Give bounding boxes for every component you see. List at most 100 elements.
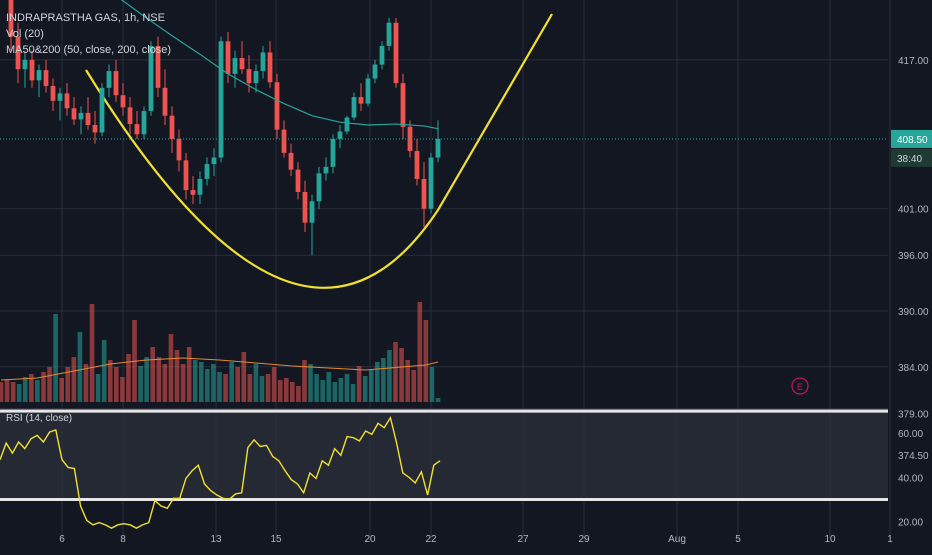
candle-body — [232, 58, 238, 74]
volume-bar — [271, 367, 277, 402]
volume-bar — [259, 376, 265, 402]
candle-body — [120, 95, 126, 108]
candle-body — [225, 41, 231, 74]
candle-body — [260, 52, 266, 72]
candle-body — [204, 164, 210, 179]
volume-bar — [393, 342, 398, 402]
candle-body — [211, 157, 217, 165]
symbol-legend[interactable]: INDRAPRASTHA GAS, 1h, NSE — [6, 12, 165, 24]
volume-bar — [211, 364, 216, 402]
time-axis-label: 1 — [887, 534, 893, 545]
candle-body — [323, 166, 329, 174]
candle-body — [351, 97, 357, 118]
moving-average-legend[interactable]: MA50&200 (50, close, 200, close) — [6, 44, 172, 56]
volume-bar — [59, 378, 64, 402]
candle-body — [274, 82, 280, 130]
volume-bar — [101, 340, 107, 402]
candles — [8, 0, 441, 256]
volume-bar — [65, 367, 71, 402]
time-axis-label: 13 — [210, 534, 222, 545]
candle-body — [71, 108, 77, 120]
cup-curve-drawing — [85, 13, 553, 289]
volume-bar — [192, 360, 198, 402]
candle-body — [43, 70, 49, 86]
time-axis-label: 5 — [735, 534, 741, 545]
volume-bar — [314, 374, 319, 402]
volume-bar — [283, 378, 289, 402]
rsi-legend[interactable]: RSI (14, close) — [6, 413, 73, 424]
volume-bar — [338, 378, 344, 402]
candle-body — [155, 45, 161, 88]
volume-bar — [302, 360, 307, 402]
price-axis-label: 379.00 — [898, 409, 929, 420]
candle-body — [141, 111, 147, 135]
volume-bar — [247, 374, 253, 402]
volume-bars — [0, 302, 441, 402]
candle-body — [8, 0, 14, 37]
time-axis-label: 10 — [824, 534, 836, 545]
volume-bar — [241, 352, 247, 402]
volume-bar — [296, 386, 301, 402]
volume-bar — [144, 357, 149, 402]
price-axis-label: 417.00 — [898, 56, 929, 67]
time-axis-label: 15 — [270, 534, 282, 545]
volume-bar — [198, 362, 204, 402]
candle-body — [50, 85, 56, 101]
volume-bar — [368, 370, 374, 402]
volume-bar — [235, 367, 241, 402]
volume-bar — [41, 372, 46, 402]
candle-body — [393, 22, 399, 84]
volume-legend[interactable]: Vol (20) — [6, 28, 44, 40]
earnings-event-label: E — [797, 382, 803, 392]
volume-bar — [0, 382, 4, 402]
candle-body — [162, 87, 168, 116]
candle-body — [113, 71, 119, 96]
candle-body — [134, 124, 140, 135]
candle-body — [400, 83, 406, 127]
volume-bar — [229, 362, 234, 402]
volume-bar — [290, 382, 295, 402]
volume-bar — [77, 332, 83, 402]
volume-bar — [71, 357, 77, 402]
candle-body — [309, 201, 315, 223]
volume-bar — [180, 364, 186, 402]
volume-bar — [10, 382, 16, 402]
candle-body — [29, 59, 35, 81]
candle-body — [288, 152, 294, 170]
candle-body — [197, 178, 203, 195]
candle-body — [78, 112, 84, 120]
time-axis-label: 27 — [517, 534, 529, 545]
volume-bar — [138, 366, 143, 402]
candle-body — [281, 129, 287, 153]
volume-bar — [253, 364, 259, 402]
price-badge-value: 408.50 — [897, 135, 928, 146]
time-axis-label: 6 — [59, 534, 65, 545]
ma50-line — [120, 0, 439, 130]
volume-bar — [308, 364, 313, 402]
volume-bar — [114, 367, 119, 402]
price-axis-label: 401.00 — [898, 205, 929, 216]
volume-bar — [435, 398, 441, 402]
volume-bar — [399, 348, 404, 402]
candle-body — [85, 112, 91, 125]
countdown-badge — [891, 148, 932, 167]
candle-body — [92, 125, 98, 133]
volume-bar — [29, 374, 34, 402]
rsi-line — [0, 415, 441, 529]
volume-bar — [89, 304, 95, 402]
rsi-axis-label: 40.00 — [898, 473, 923, 484]
volume-bar — [265, 374, 271, 402]
rsi-axis-label: 60.00 — [898, 429, 923, 440]
candle-body — [386, 22, 392, 46]
candle-body — [169, 115, 175, 139]
candle-body — [127, 107, 133, 125]
volume-bar — [83, 364, 89, 402]
volume-bar — [156, 357, 162, 402]
candle-body — [176, 138, 182, 161]
volume-bar — [16, 384, 22, 402]
volume-bar — [168, 334, 174, 402]
time-axis-label: 29 — [578, 534, 590, 545]
candle-body — [407, 126, 413, 152]
volume-bar — [423, 320, 429, 402]
